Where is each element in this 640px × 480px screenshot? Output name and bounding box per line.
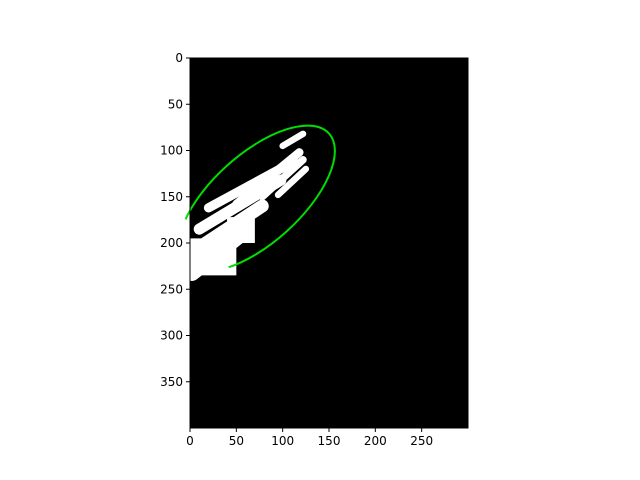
y-tick-label: 100 <box>160 144 183 158</box>
y-tick-label: 0 <box>175 51 183 65</box>
x-tick-label: 0 <box>186 434 194 448</box>
y-tick-label: 150 <box>160 190 183 204</box>
mask-layer <box>190 130 310 281</box>
mask-stripe-8 <box>246 163 286 196</box>
x-axis: 0 50 100 150 200 250 <box>186 428 433 448</box>
mask-stripe-0 <box>190 225 250 281</box>
y-tick-label: 350 <box>160 375 183 389</box>
x-tick-label: 250 <box>410 434 433 448</box>
x-tick-label: 200 <box>364 434 387 448</box>
y-tick-label: 300 <box>160 329 183 343</box>
mask-stripe-6 <box>274 165 310 199</box>
mask-stripe-7 <box>279 130 307 150</box>
y-tick-label: 50 <box>168 97 183 111</box>
y-axis: 0 50 100 150 200 250 300 350 <box>160 51 190 389</box>
x-tick-label: 50 <box>229 434 244 448</box>
y-tick-label: 250 <box>160 282 183 296</box>
x-tick-label: 150 <box>318 434 341 448</box>
mask-stripe-5 <box>258 156 307 201</box>
mask-stripe-1 <box>190 199 269 257</box>
x-tick-label: 100 <box>271 434 294 448</box>
y-tick-label: 200 <box>160 236 183 250</box>
